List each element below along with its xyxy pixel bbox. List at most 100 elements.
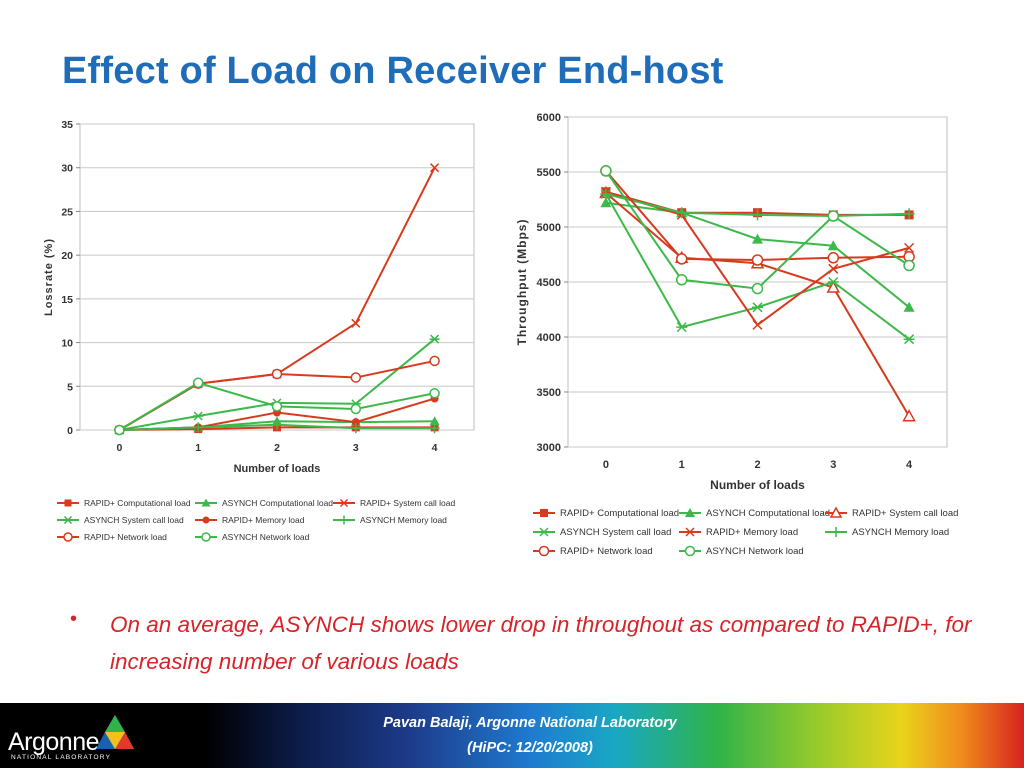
legend-marker (64, 499, 72, 507)
data-point (272, 419, 282, 430)
legend-item: ASYNCH Network load (679, 545, 804, 557)
data-point (600, 188, 612, 200)
legend-item: RAPID+ Network load (533, 545, 653, 557)
legend-item: ASYNCH System call load (57, 515, 184, 525)
legend-label: RAPID+ System call load (852, 508, 958, 519)
legend-marker (63, 515, 73, 525)
legend-item: RAPID+ Memory load (679, 527, 798, 538)
data-point (827, 276, 839, 288)
x-axis-label: Number of loads (234, 463, 321, 475)
data-point (271, 368, 283, 380)
data-point (903, 259, 915, 272)
data-point (193, 422, 204, 433)
legend-marker (201, 498, 211, 507)
bullet-text: On an average, ASYNCH shows lower drop i… (110, 612, 972, 674)
plot-area (79, 123, 475, 431)
legend-label: ASYNCH Memory load (360, 515, 447, 525)
legend-label: RAPID+ System call load (360, 498, 455, 508)
legend-item: RAPID+ Memory load (195, 515, 305, 525)
legend-item: ASYNCH Memory load (825, 527, 949, 538)
data-point (676, 207, 688, 219)
y-tick-label: 5000 (537, 222, 561, 234)
data-point (351, 418, 360, 427)
data-point (752, 319, 763, 330)
legend-label: ASYNCH Computational load (706, 508, 830, 519)
legend-label: RAPID+ Computational load (84, 498, 191, 508)
x-tick-label: 1 (195, 442, 201, 454)
legend-label: ASYNCH Computational load (222, 498, 333, 508)
y-tick-label: 30 (61, 163, 73, 175)
y-tick-label: 25 (61, 206, 73, 218)
data-point (826, 280, 841, 293)
y-tick-label: 15 (61, 294, 73, 306)
legend-item: ASYNCH Memory load (333, 515, 447, 525)
legend-item: RAPID+ Computational load (57, 498, 191, 508)
y-tick-label: 6000 (537, 112, 561, 124)
y-tick-label: 35 (61, 119, 73, 131)
legend-label: RAPID+ Memory load (222, 515, 305, 525)
legend-marker (339, 498, 349, 508)
y-axis-label: Lossrate (%) (43, 238, 55, 316)
data-point (429, 388, 440, 399)
x-tick-label: 3 (353, 442, 359, 454)
data-point (193, 411, 204, 421)
data-point (828, 263, 839, 274)
data-point (902, 409, 916, 422)
legend-marker (831, 527, 841, 537)
y-tick-label: 3500 (537, 387, 561, 399)
data-point (752, 302, 763, 313)
data-point (600, 165, 612, 177)
legend-item: RAPID+ System call load (825, 506, 958, 519)
x-tick-label: 2 (754, 459, 760, 471)
legend-item: RAPID+ Computational load (533, 508, 679, 519)
legend-label: ASYNCH Memory load (852, 527, 949, 538)
legend-marker (201, 532, 211, 542)
x-tick-label: 4 (906, 459, 913, 471)
legend-label: ASYNCH System call load (560, 527, 671, 538)
x-tick-label: 4 (432, 442, 438, 454)
x-tick-label: 0 (116, 442, 122, 454)
argonne-logo-icon (96, 715, 134, 749)
series-group (600, 165, 915, 295)
legend-marker (684, 545, 696, 557)
x-tick-label: 2 (274, 442, 280, 454)
data-point (429, 355, 440, 367)
series-group (600, 165, 915, 266)
legend-item: RAPID+ System call load (333, 498, 455, 508)
legend-marker (540, 509, 548, 517)
slide-title: Effect of Load on Receiver End-host (62, 50, 724, 92)
data-point (350, 403, 362, 415)
data-point (350, 372, 362, 383)
footer-author: Pavan Balaji, Argonne National Laborator… (383, 715, 677, 731)
data-point (903, 301, 915, 312)
data-point (429, 334, 440, 344)
bullet-marker: • (70, 608, 78, 630)
y-tick-label: 4500 (537, 277, 561, 289)
x-tick-label: 1 (679, 459, 685, 471)
x-axis-label: Number of loads (710, 478, 805, 492)
footer-bar: Argonne NATIONAL LABORATORY Pavan Balaji… (0, 703, 1024, 768)
data-point (114, 424, 125, 436)
data-point (430, 163, 440, 173)
legend-item: ASYNCH Network load (195, 532, 310, 542)
data-point (351, 318, 361, 328)
argonne-logo-text: Argonne (8, 728, 100, 756)
x-tick-label: 0 (603, 459, 609, 471)
legend-label: ASYNCH Network load (706, 546, 804, 557)
legend-item: ASYNCH Computational load (679, 508, 830, 519)
data-point (904, 242, 915, 253)
legend-label: RAPID+ Network load (84, 532, 167, 542)
legend-marker (829, 506, 843, 518)
data-point (676, 322, 688, 333)
data-point (827, 210, 840, 222)
y-tick-label: 10 (61, 338, 73, 350)
legend-label: ASYNCH System call load (84, 515, 184, 525)
legend-label: RAPID+ Network load (560, 546, 653, 557)
y-tick-label: 5 (67, 381, 73, 393)
data-point (751, 282, 764, 295)
data-point (675, 274, 688, 286)
data-point (903, 334, 915, 345)
legend-item: ASYNCH Computational load (195, 498, 333, 508)
data-point (752, 233, 763, 244)
legend-label: RAPID+ Memory load (706, 527, 798, 538)
